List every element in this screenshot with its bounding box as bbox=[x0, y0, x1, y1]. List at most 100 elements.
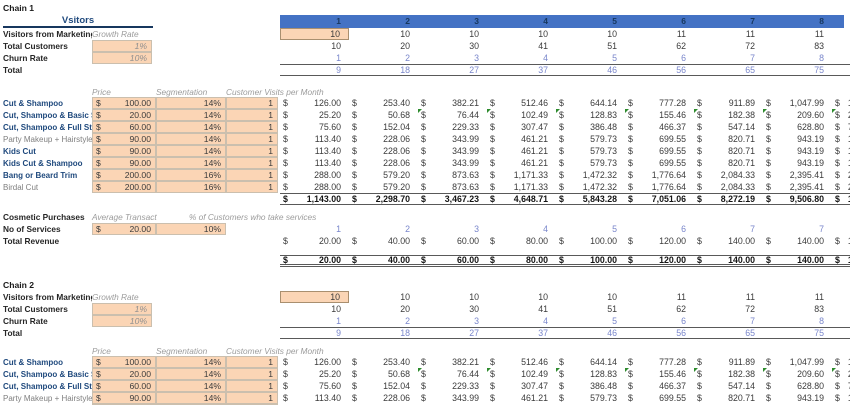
value-cell[interactable]: $9,506.80 bbox=[763, 194, 832, 204]
number-cell[interactable]: 7 bbox=[819, 224, 824, 234]
value-cell[interactable]: $25.20 bbox=[280, 109, 349, 121]
service-label[interactable]: Cut & Shampoo bbox=[3, 98, 63, 108]
value-cell[interactable]: $5,843.28 bbox=[556, 194, 625, 204]
value-cell[interactable]: $777.28 bbox=[625, 356, 694, 368]
value-cell[interactable]: $40.00 bbox=[349, 255, 418, 265]
number-cell[interactable]: 7 bbox=[750, 53, 755, 63]
number-cell[interactable]: 37 bbox=[538, 65, 548, 75]
number-cell[interactable]: 3 bbox=[474, 316, 479, 326]
pct-customers-input[interactable]: 10% bbox=[156, 223, 226, 235]
number-cell[interactable]: 10 bbox=[400, 292, 410, 302]
service-label[interactable]: Party Makeup + Hairstyle bbox=[3, 134, 92, 144]
total-label[interactable]: Total bbox=[3, 328, 23, 338]
value-cell[interactable]: $128.83 bbox=[556, 109, 625, 121]
service-label[interactable]: Bang or Beard Trim bbox=[3, 170, 78, 180]
pct-customers-header[interactable]: % of Customers who take services bbox=[189, 212, 317, 222]
value-cell[interactable]: $182.38 bbox=[694, 109, 763, 121]
value-cell[interactable]: $253.40 bbox=[349, 356, 418, 368]
chain2-title[interactable]: Chain 2 bbox=[3, 280, 35, 290]
value-cell[interactable]: $126.00 bbox=[280, 97, 349, 109]
number-cell[interactable]: 11 bbox=[745, 292, 755, 302]
visits-input[interactable]: 1 bbox=[226, 169, 278, 181]
value-cell[interactable]: $579.20 bbox=[349, 181, 418, 193]
segmentation-input[interactable]: 14% bbox=[156, 392, 226, 404]
value-cell[interactable]: $461.21 bbox=[487, 157, 556, 169]
month-header-cell[interactable]: 8 bbox=[819, 16, 824, 26]
number-cell[interactable]: 11 bbox=[745, 29, 755, 39]
value-cell[interactable]: $75.60 bbox=[280, 121, 349, 133]
value-cell[interactable]: $579.73 bbox=[556, 133, 625, 145]
number-cell[interactable]: 51 bbox=[607, 304, 617, 314]
total-label[interactable]: Total bbox=[3, 65, 23, 75]
number-cell[interactable]: 7 bbox=[750, 224, 755, 234]
value-cell[interactable]: $60.00 bbox=[418, 235, 487, 247]
segmentation-column-header[interactable]: Segmentation bbox=[156, 345, 208, 356]
service-label[interactable]: Kids Cut bbox=[3, 146, 36, 156]
value-cell[interactable]: $386.48 bbox=[556, 380, 625, 392]
value-cell[interactable]: $128.83 bbox=[556, 368, 625, 380]
number-cell[interactable]: 10 bbox=[469, 29, 479, 39]
number-cell[interactable]: 37 bbox=[538, 328, 548, 338]
value-cell[interactable]: $943.19 bbox=[763, 145, 832, 157]
service-label[interactable]: Party Makeup + Hairstyle bbox=[3, 393, 92, 403]
value-cell[interactable]: $777.28 bbox=[625, 97, 694, 109]
value-cell[interactable]: $140.00 bbox=[694, 235, 763, 247]
visits-input[interactable]: 1 bbox=[226, 133, 278, 145]
number-cell[interactable]: 2 bbox=[405, 224, 410, 234]
value-cell[interactable]: $911.89 bbox=[694, 97, 763, 109]
number-cell[interactable]: 4 bbox=[543, 53, 548, 63]
customers-label[interactable]: Total Customers bbox=[3, 304, 68, 314]
number-cell[interactable]: 10 bbox=[280, 291, 349, 303]
number-cell[interactable]: 83 bbox=[814, 41, 824, 51]
growth-rate-input[interactable]: 1% bbox=[92, 40, 152, 52]
no-of-services-label[interactable]: No of Services bbox=[3, 224, 61, 234]
number-cell[interactable]: 75 bbox=[814, 65, 824, 75]
value-cell[interactable]: $466.37 bbox=[625, 121, 694, 133]
value-cell[interactable]: $2,395.41 bbox=[763, 169, 832, 181]
value-cell[interactable]: $76.44 bbox=[418, 368, 487, 380]
value-cell[interactable]: $712.63 bbox=[832, 380, 850, 392]
value-cell[interactable]: $126.00 bbox=[280, 356, 349, 368]
total-revenue-label[interactable]: Total Revenue bbox=[3, 236, 60, 246]
value-cell[interactable]: $943.19 bbox=[763, 392, 832, 404]
value-cell[interactable]: $100.00 bbox=[556, 255, 625, 265]
value-cell[interactable]: $228.06 bbox=[349, 392, 418, 404]
price-input[interactable]: $90.00 bbox=[92, 157, 156, 169]
value-cell[interactable]: $288.00 bbox=[280, 181, 349, 193]
value-cell[interactable]: $237.54 bbox=[832, 109, 850, 121]
value-cell[interactable]: $237.54 bbox=[832, 368, 850, 380]
segmentation-input[interactable]: 14% bbox=[156, 121, 226, 133]
number-cell[interactable]: 5 bbox=[612, 224, 617, 234]
number-cell[interactable]: 8 bbox=[832, 223, 850, 235]
price-column-header[interactable]: Price bbox=[92, 86, 111, 97]
value-cell[interactable]: $382.21 bbox=[418, 97, 487, 109]
segmentation-input[interactable]: 14% bbox=[156, 97, 226, 109]
value-cell[interactable]: $113.40 bbox=[280, 157, 349, 169]
value-cell[interactable]: $1,047.99 bbox=[763, 356, 832, 368]
number-cell[interactable]: 11 bbox=[676, 29, 686, 39]
number-cell[interactable]: 75 bbox=[814, 328, 824, 338]
number-cell[interactable]: 3 bbox=[474, 224, 479, 234]
price-input[interactable]: $100.00 bbox=[92, 97, 156, 109]
value-cell[interactable]: $644.14 bbox=[556, 356, 625, 368]
number-cell[interactable]: 10 bbox=[469, 292, 479, 302]
visits-input[interactable]: 1 bbox=[226, 181, 278, 193]
value-cell[interactable]: $820.71 bbox=[694, 145, 763, 157]
value-cell[interactable]: $1,068.95 bbox=[832, 133, 850, 145]
number-cell[interactable]: 1 bbox=[336, 316, 341, 326]
value-cell[interactable]: $873.63 bbox=[418, 181, 487, 193]
value-cell[interactable]: $461.21 bbox=[487, 133, 556, 145]
service-label[interactable]: Cut, Shampoo & Basic Style bbox=[3, 369, 92, 379]
month-header-cell[interactable]: 7 bbox=[750, 16, 755, 26]
segmentation-input[interactable]: 14% bbox=[156, 145, 226, 157]
value-cell[interactable]: $20.00 bbox=[280, 255, 349, 265]
visits-input[interactable]: 1 bbox=[226, 97, 278, 109]
number-cell[interactable]: 30 bbox=[469, 41, 479, 51]
number-cell[interactable]: 10 bbox=[607, 292, 617, 302]
avg-transact-header[interactable]: Average Transact bbox=[92, 212, 157, 222]
value-cell[interactable]: $382.21 bbox=[418, 356, 487, 368]
value-cell[interactable]: $7,051.06 bbox=[625, 194, 694, 204]
segmentation-input[interactable]: 14% bbox=[156, 368, 226, 380]
value-cell[interactable]: $820.71 bbox=[694, 157, 763, 169]
value-cell[interactable]: $1,171.33 bbox=[487, 181, 556, 193]
